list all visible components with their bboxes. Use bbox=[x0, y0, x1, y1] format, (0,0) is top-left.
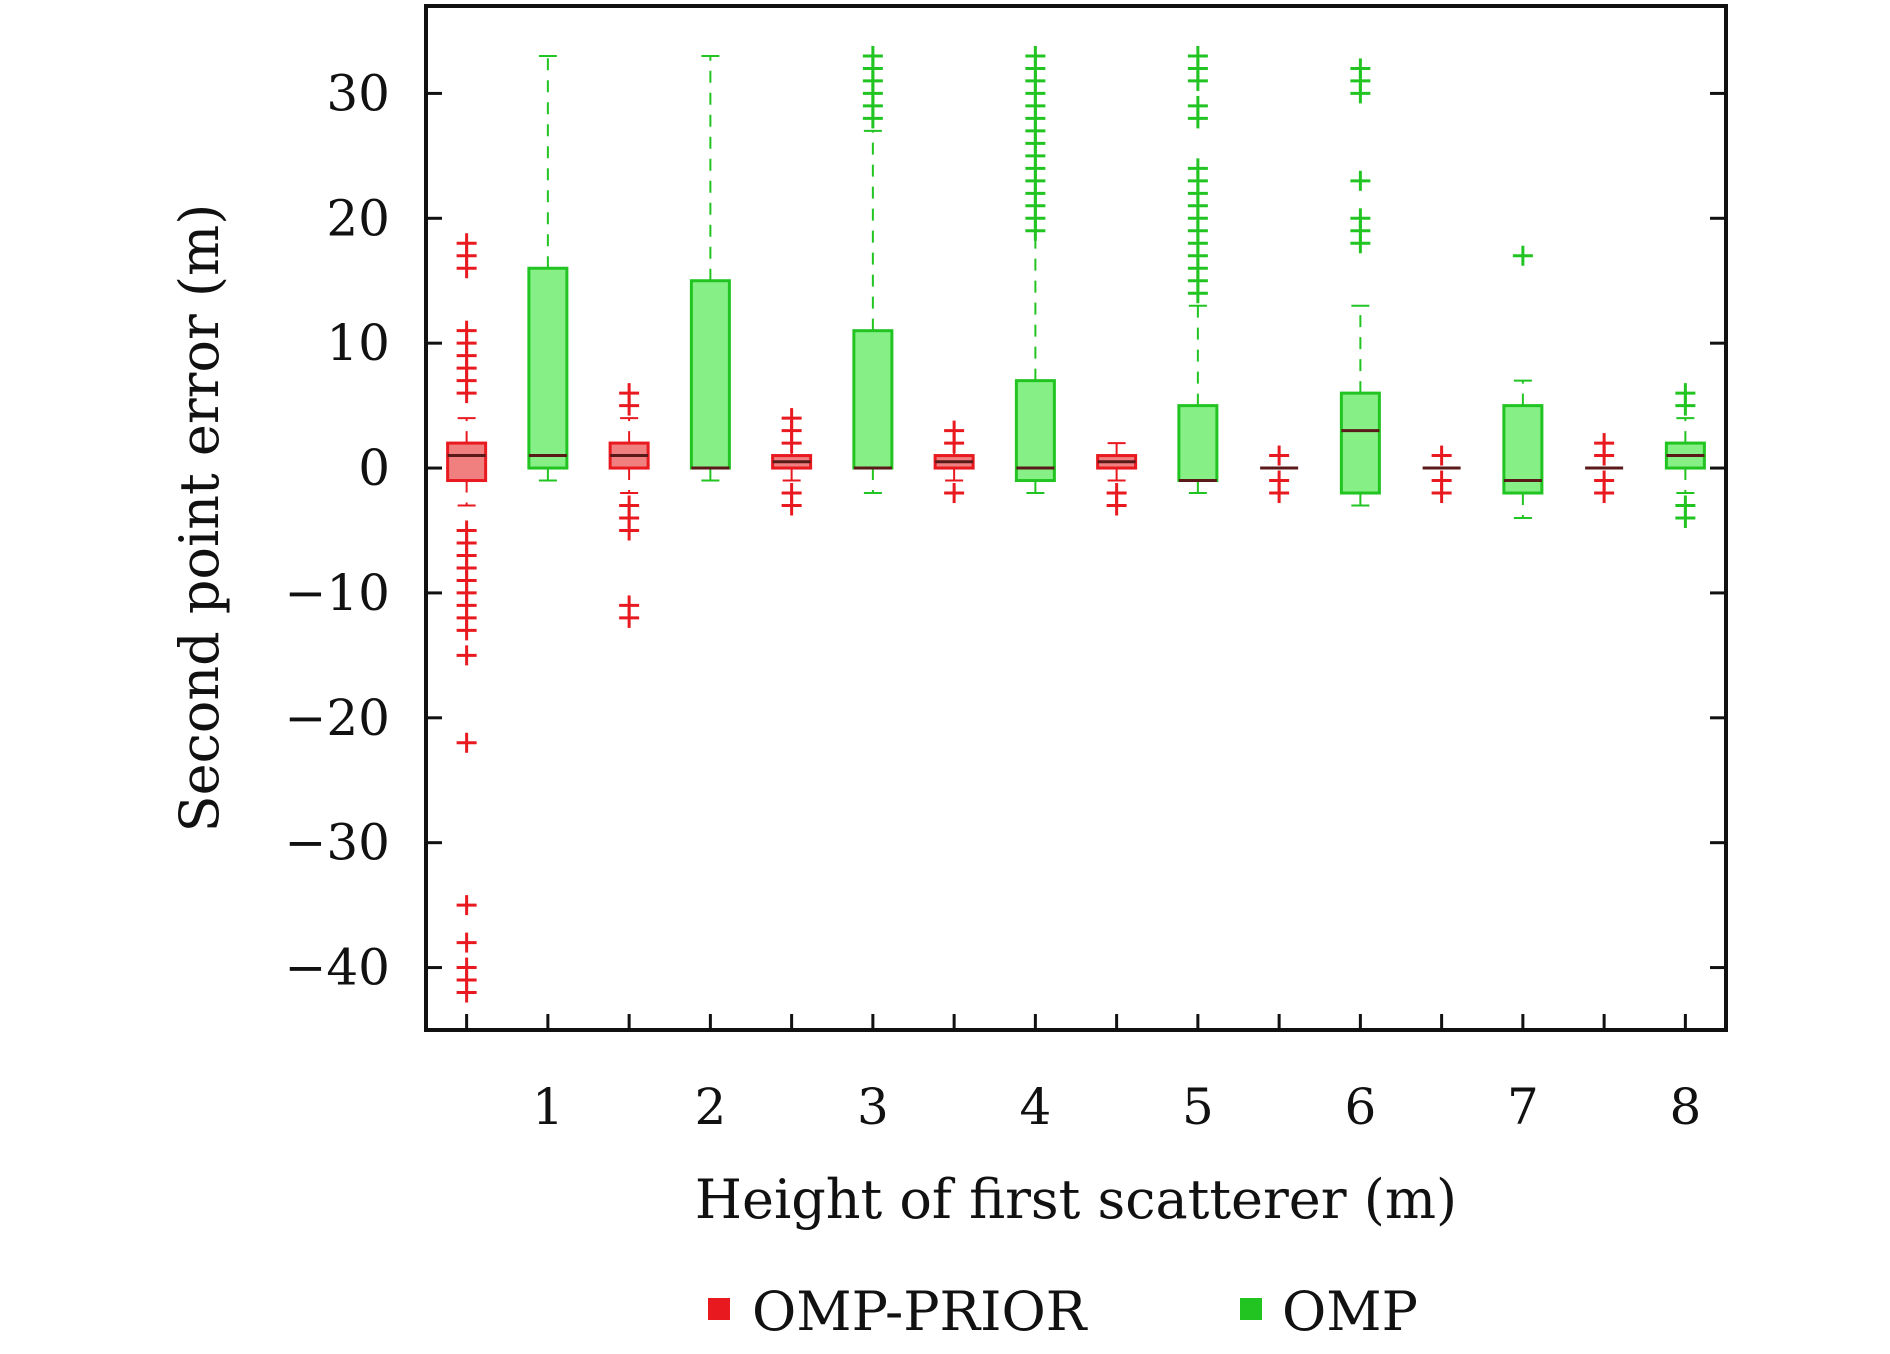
outlier-marker bbox=[1106, 495, 1127, 516]
y-tick-label: −20 bbox=[284, 689, 390, 747]
box-omp-5 bbox=[1177, 45, 1219, 495]
outlier-marker bbox=[456, 645, 477, 666]
x-tick-label: 3 bbox=[857, 1078, 889, 1136]
outlier-marker bbox=[456, 932, 477, 953]
legend-label: OMP bbox=[1282, 1280, 1418, 1343]
outlier-marker bbox=[1431, 483, 1452, 504]
outlier-marker bbox=[1187, 283, 1208, 304]
outlier-marker bbox=[619, 520, 640, 541]
outlier-marker bbox=[456, 732, 477, 753]
series-omp-prior bbox=[446, 233, 1624, 1003]
box-omp-7 bbox=[1502, 245, 1544, 519]
outlier-marker bbox=[1350, 233, 1371, 254]
box-omp-prior-4 bbox=[933, 420, 975, 504]
outlier-marker bbox=[1269, 445, 1290, 466]
outlier-marker bbox=[456, 383, 477, 404]
outlier-marker bbox=[862, 108, 883, 129]
x-axis-label: Height of first scatterer (m) bbox=[695, 1168, 1457, 1231]
box-omp-prior-7 bbox=[1422, 445, 1461, 504]
outlier-marker bbox=[1350, 170, 1371, 191]
x-tick-label: 6 bbox=[1344, 1078, 1376, 1136]
box-iqr bbox=[527, 266, 569, 470]
legend-item-omp: OMP bbox=[1240, 1280, 1418, 1343]
y-axis: −40 −30 −20 −10 0 10 20 30 bbox=[284, 64, 1726, 997]
outlier-marker bbox=[781, 433, 802, 454]
y-tick-label: −10 bbox=[284, 564, 390, 622]
outlier-marker bbox=[1350, 83, 1371, 104]
outlier-marker bbox=[1187, 108, 1208, 129]
outlier-marker bbox=[1269, 483, 1290, 504]
legend-swatch bbox=[708, 1298, 730, 1320]
x-tick-label: 5 bbox=[1182, 1078, 1214, 1136]
legend-label: OMP-PRIOR bbox=[752, 1280, 1088, 1343]
outlier-marker bbox=[781, 495, 802, 516]
box-iqr bbox=[1177, 404, 1219, 483]
box-omp-1 bbox=[527, 54, 569, 482]
y-axis-label: Second point error (m) bbox=[168, 204, 231, 833]
outlier-marker bbox=[1512, 245, 1533, 266]
y-tick-label: 10 bbox=[326, 314, 390, 372]
x-axis: 1 2 3 4 5 6 7 8 bbox=[465, 1014, 1701, 1136]
legend-swatch bbox=[1240, 1298, 1262, 1320]
outlier-marker bbox=[944, 433, 965, 454]
box-omp-prior-3 bbox=[771, 408, 813, 516]
box-omp-3 bbox=[852, 45, 894, 495]
outlier-marker bbox=[1594, 445, 1615, 466]
outlier-marker bbox=[1431, 445, 1452, 466]
box-omp-4 bbox=[1014, 45, 1056, 495]
outlier-marker bbox=[1594, 483, 1615, 504]
box-iqr bbox=[1339, 391, 1381, 495]
outlier-marker bbox=[944, 483, 965, 504]
outlier-marker bbox=[1675, 395, 1696, 416]
outlier-marker bbox=[456, 895, 477, 916]
outlier-marker bbox=[456, 620, 477, 641]
outlier-marker bbox=[456, 982, 477, 1003]
x-tick-label: 1 bbox=[532, 1078, 564, 1136]
y-tick-label: 0 bbox=[358, 439, 390, 497]
box-omp-prior-6 bbox=[1260, 445, 1299, 504]
y-tick-label: −30 bbox=[284, 814, 390, 872]
box-omp-prior-5 bbox=[1096, 442, 1138, 516]
chart-marks bbox=[446, 45, 1706, 1003]
outlier-marker bbox=[1187, 70, 1208, 91]
plot-frame bbox=[424, 4, 1728, 1032]
series-omp bbox=[527, 45, 1706, 528]
x-tick-label: 8 bbox=[1669, 1078, 1701, 1136]
box-iqr bbox=[446, 441, 488, 483]
outlier-marker bbox=[1025, 220, 1046, 241]
outlier-marker bbox=[1675, 508, 1696, 528]
outlier-marker bbox=[456, 258, 477, 279]
x-tick-label: 4 bbox=[1019, 1078, 1051, 1136]
box-omp-prior-2 bbox=[608, 383, 650, 628]
x-tick-label: 7 bbox=[1507, 1078, 1539, 1136]
outlier-marker bbox=[619, 395, 640, 416]
y-tick-label: 20 bbox=[326, 189, 390, 247]
legend: OMP-PRIOR OMP bbox=[708, 1280, 1418, 1343]
box-iqr bbox=[1014, 379, 1056, 483]
y-tick-label: −40 bbox=[284, 939, 390, 997]
box-omp-2 bbox=[689, 54, 731, 482]
box-omp-8 bbox=[1664, 383, 1706, 528]
box-omp-prior-1 bbox=[446, 233, 488, 1003]
outlier-marker bbox=[619, 607, 640, 628]
legend-item-omp-prior: OMP-PRIOR bbox=[708, 1280, 1088, 1343]
y-tick-label: 30 bbox=[326, 64, 390, 122]
box-iqr bbox=[852, 329, 894, 470]
box-omp-6 bbox=[1339, 58, 1381, 507]
x-tick-label: 2 bbox=[694, 1078, 726, 1136]
box-iqr bbox=[1502, 404, 1544, 495]
box-omp-prior-8 bbox=[1585, 433, 1624, 504]
box-iqr bbox=[689, 279, 731, 470]
